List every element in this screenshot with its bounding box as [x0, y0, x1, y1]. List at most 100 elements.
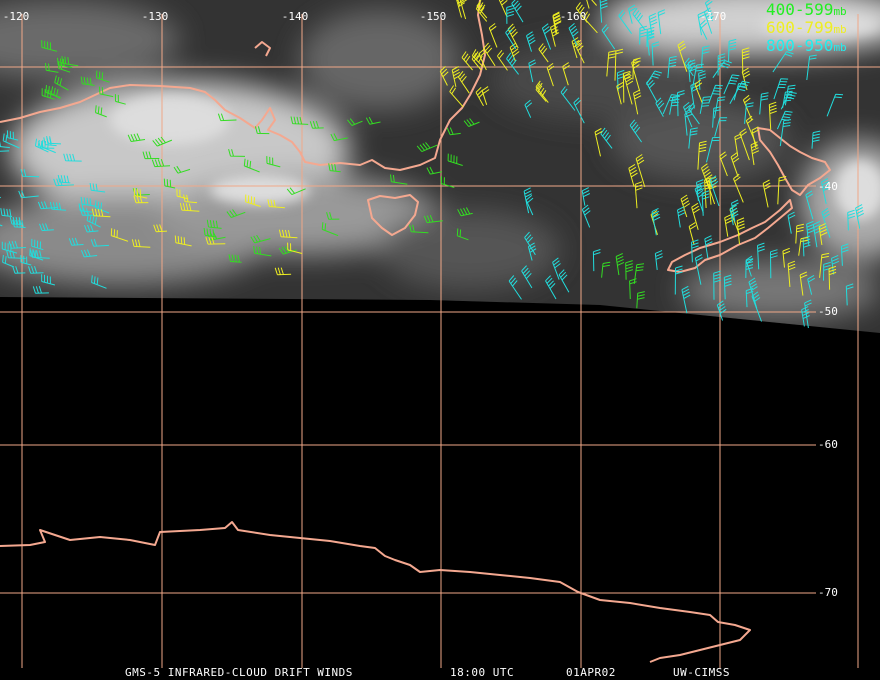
wind-barb: [426, 166, 443, 175]
wind-barb: [483, 42, 496, 67]
wind-barb: [776, 110, 793, 130]
wind-barb: [703, 7, 714, 34]
wind-barb: [600, 127, 613, 149]
wind-barb: [290, 116, 309, 125]
wind-barb: [739, 128, 750, 161]
wind-barb: [762, 179, 772, 208]
wind-barb: [278, 246, 297, 255]
wind-barb: [691, 239, 699, 263]
wind-barb: [526, 31, 536, 52]
wind-barb: [34, 138, 49, 153]
longitude-labels: -120 -130 -140 -150 -160 -170: [3, 10, 727, 23]
wind-barb: [45, 62, 59, 73]
wind-barb: [457, 70, 470, 94]
wind-barb: [750, 141, 760, 166]
wind-barb: [80, 76, 95, 86]
wind-barb: [2, 133, 20, 149]
wind-barb: [759, 92, 769, 115]
wind-barb: [511, 0, 524, 23]
wind-barb: [439, 66, 449, 86]
longitude-label: -130: [142, 10, 169, 23]
wind-barb: [142, 151, 160, 160]
wind-barb: [8, 240, 26, 249]
wind-barb: [43, 137, 57, 147]
wind-barb: [133, 188, 148, 199]
caption-source: UW-CIMSS: [673, 666, 730, 679]
wind-barb: [12, 266, 26, 274]
wind-barb: [636, 291, 645, 309]
wind-barb: [95, 105, 107, 118]
wind-barb: [278, 229, 298, 239]
wind-barb: [37, 201, 59, 210]
wind-barb: [628, 4, 636, 24]
wind-barb: [632, 7, 646, 31]
latitude-label: -60: [818, 438, 838, 451]
wind-barb: [628, 163, 638, 187]
wind-barb: [828, 265, 837, 290]
wind-barb: [594, 128, 603, 157]
wind-barb: [757, 242, 765, 270]
wind-barb: [712, 106, 722, 128]
wind-barb: [706, 136, 720, 163]
wind-barb: [78, 203, 93, 213]
wind-barb: [478, 48, 487, 71]
wind-barb: [648, 12, 658, 36]
wind-barb: [805, 190, 814, 220]
wind-barb: [787, 211, 796, 234]
wind-barb: [782, 90, 793, 109]
wind-barb: [741, 47, 750, 73]
wind-barb: [528, 59, 537, 83]
wind-barb: [728, 38, 737, 62]
wind-barb: [550, 23, 560, 47]
wind-barb: [667, 55, 677, 79]
wind-barb: [243, 158, 260, 173]
legend-range: 600-799: [766, 18, 833, 37]
wind-barb: [723, 74, 740, 95]
wind-barb: [96, 70, 110, 83]
wind-barb: [228, 148, 246, 157]
wind-barb: [18, 190, 39, 199]
legend-unit: mb: [833, 23, 846, 36]
legend-entry: 600-799mb: [766, 18, 847, 37]
wind-barb: [179, 202, 200, 212]
wind-barb: [471, 52, 482, 71]
wind-barb: [622, 70, 631, 103]
wind-barb: [90, 238, 110, 247]
wind-barb: [723, 274, 732, 300]
wind-barb: [459, 0, 468, 20]
wind-barb: [719, 151, 728, 177]
wind-barb: [226, 209, 246, 218]
australia-coast: [0, 0, 486, 171]
wind-barb: [691, 63, 704, 90]
wind-barb: [538, 43, 549, 63]
longitude-label: -160: [560, 10, 587, 23]
wind-barb: [57, 174, 71, 184]
wind-barb: [677, 40, 688, 72]
wind-barb: [807, 274, 815, 295]
wind-barb: [245, 194, 261, 207]
wind-barb: [228, 254, 242, 263]
wind-barb: [151, 159, 171, 168]
wind-barb: [662, 94, 679, 115]
wind-barb: [657, 9, 666, 35]
wind-barb: [601, 24, 616, 50]
tasmania-coast: [367, 194, 419, 236]
wind-barb: [581, 187, 591, 206]
wind-barb: [855, 204, 865, 229]
wind-barb: [558, 269, 570, 293]
wind-barb: [697, 140, 707, 170]
wind-barb: [521, 265, 533, 289]
wind-barb: [506, 52, 519, 75]
wind-barb: [286, 187, 306, 196]
wind-barb: [91, 208, 111, 218]
wind-barb: [701, 45, 710, 68]
wind-barb: [831, 254, 840, 275]
wind-barb: [716, 300, 727, 321]
wind-barb: [488, 23, 498, 48]
wind-barb: [560, 86, 576, 111]
wind-barb: [217, 113, 237, 122]
wind-barb: [669, 95, 681, 115]
wind-barb: [330, 133, 348, 142]
wind-barb: [683, 102, 693, 128]
